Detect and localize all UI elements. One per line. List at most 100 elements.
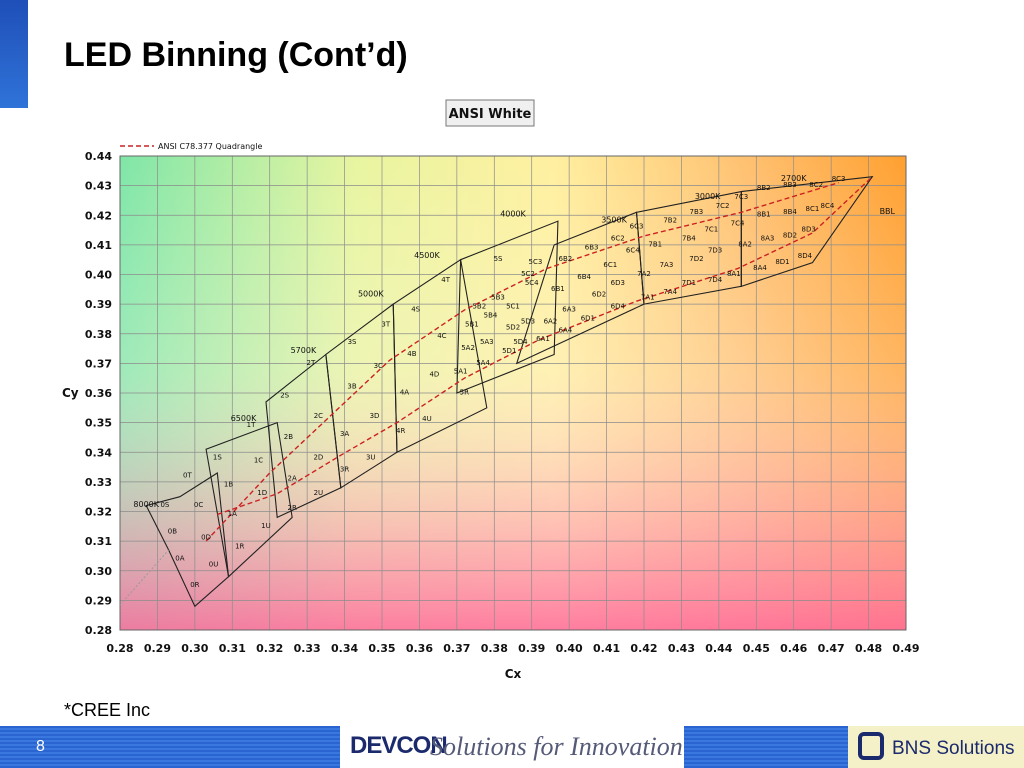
bin-label: 6B1 — [551, 285, 565, 293]
bin-label: 3C — [374, 362, 383, 370]
bns-logo-icon — [858, 732, 884, 760]
y-tick-label: 0.29 — [85, 594, 112, 607]
footer-stripe-left: 8 — [0, 726, 340, 768]
bin-label: 5C3 — [529, 258, 543, 266]
x-tick-label: 0.44 — [705, 642, 732, 655]
x-tick-label: 0.40 — [556, 642, 583, 655]
blackbody-extension — [119, 549, 170, 606]
bin-label: 2S — [280, 391, 289, 399]
bin-label: 6D3 — [611, 279, 625, 287]
bin-label: 7C2 — [716, 202, 730, 210]
bin-label: 2U — [314, 489, 324, 497]
bin-label: 7B1 — [648, 240, 662, 248]
bin-label: 1D — [257, 489, 267, 497]
cct-label: 4500K — [414, 251, 440, 260]
ansi-binning-chart: 0R 0A 0U 0B 0D 0S 0C 0T 1R 1U 1A 1D 1B 1C 1S 1T 2R 2U 2A 2D… — [50, 96, 920, 696]
bin-label: 3R — [340, 466, 349, 474]
bin-label: 7A3 — [660, 261, 674, 269]
bin-label: 5B2 — [472, 303, 486, 311]
x-tick-label: 0.30 — [181, 642, 208, 655]
cct-label: 3500K — [601, 216, 627, 225]
plot-frame — [119, 155, 907, 631]
y-tick-label: 0.36 — [85, 387, 112, 400]
bin-label: 1S — [213, 454, 222, 462]
bin-label: 7A2 — [637, 270, 651, 278]
x-tick-label: 0.36 — [406, 642, 433, 655]
bin-label: 1U — [261, 522, 271, 530]
x-tick-label: 0.38 — [481, 642, 508, 655]
bin-label: 6A3 — [562, 306, 576, 314]
bin-label: 6B4 — [577, 273, 591, 281]
bin-label: 2T — [307, 359, 316, 367]
bin-label: 0B — [168, 528, 177, 536]
bin-label: 6A1 — [536, 335, 550, 343]
x-tick-label: 0.34 — [331, 642, 358, 655]
x-tick-label: 0.42 — [630, 642, 657, 655]
devcon-logo: DEVCON — [350, 732, 448, 759]
bin-label: 2C — [314, 412, 323, 420]
bin-label: 6A2 — [544, 317, 558, 325]
chart-title: ANSI White — [449, 107, 532, 122]
bin-label: 0U — [209, 560, 219, 568]
x-tick-label: 0.41 — [593, 642, 620, 655]
y-tick-label: 0.44 — [85, 150, 112, 163]
bin-label: 0A — [175, 554, 184, 562]
bin-label: 5R — [460, 388, 469, 396]
bin-label: 6C2 — [611, 234, 625, 242]
cct-label: 3000K — [695, 192, 721, 201]
bin-label: 1R — [235, 543, 244, 551]
y-tick-label: 0.41 — [85, 239, 112, 252]
bin-label: 5S — [494, 255, 503, 263]
bin-label: 5C4 — [525, 279, 539, 287]
bin-label: 5D2 — [506, 323, 520, 331]
bin-label: 7D1 — [682, 279, 696, 287]
bin-label: 8D2 — [783, 231, 797, 239]
cct-label: 4000K — [500, 210, 526, 219]
y-tick-label: 0.42 — [85, 209, 112, 222]
x-tick-label: 0.32 — [256, 642, 283, 655]
cct-label: 8000K — [133, 500, 159, 509]
bin-label: 3B — [347, 383, 356, 391]
y-tick-label: 0.33 — [85, 476, 112, 489]
bin-label: 5A3 — [480, 338, 494, 346]
bin-label: 0T — [183, 471, 192, 479]
side-accent-bar — [0, 0, 28, 108]
x-tick-label: 0.39 — [518, 642, 545, 655]
bin-label: 6D2 — [592, 291, 606, 299]
y-tick-label: 0.43 — [85, 180, 112, 193]
x-tick-label: 0.28 — [106, 642, 133, 655]
bin-label: 5A1 — [454, 368, 468, 376]
ansi-quadrangle-trace-upper — [205, 181, 839, 542]
bin-label: 3A — [340, 430, 349, 438]
y-tick-label: 0.31 — [85, 535, 112, 548]
bns-logo-text: BNS Solutions — [892, 738, 1015, 759]
bin-label: 8A2 — [738, 240, 752, 248]
bin-label: 7B2 — [663, 217, 677, 225]
bin-label: 0S — [160, 501, 169, 509]
bin-label: 8D3 — [802, 226, 816, 234]
bin-label: 7D2 — [689, 255, 703, 263]
bin-label: 5B1 — [465, 320, 479, 328]
bin-label: 6D4 — [611, 303, 626, 311]
bin-label: 6B2 — [559, 255, 573, 263]
bin-label: 5D1 — [502, 347, 516, 355]
x-tick-label: 0.31 — [219, 642, 246, 655]
bin-label: 6B3 — [585, 243, 599, 251]
bin-label: 6C4 — [626, 246, 640, 254]
bin-label: 7C4 — [731, 220, 745, 228]
ansi-quadrangle-trace — [217, 176, 873, 516]
bin-label: 3S — [348, 338, 357, 346]
bin-label: 6C1 — [603, 261, 617, 269]
bin-label: 6D1 — [581, 314, 595, 322]
cct-label: BBL — [880, 207, 896, 216]
bin-label: 8B2 — [757, 184, 771, 192]
bin-label: 2R — [288, 504, 297, 512]
bin-label: 5B3 — [491, 294, 505, 302]
bin-label: 7A1 — [641, 294, 655, 302]
bin-label: 4R — [396, 427, 405, 435]
y-tick-label: 0.34 — [85, 446, 112, 459]
y-tick-label: 0.32 — [85, 506, 112, 519]
bin-label: 3T — [381, 320, 390, 328]
bin-label: 6A4 — [559, 326, 573, 334]
cct-label: 5000K — [358, 290, 384, 299]
